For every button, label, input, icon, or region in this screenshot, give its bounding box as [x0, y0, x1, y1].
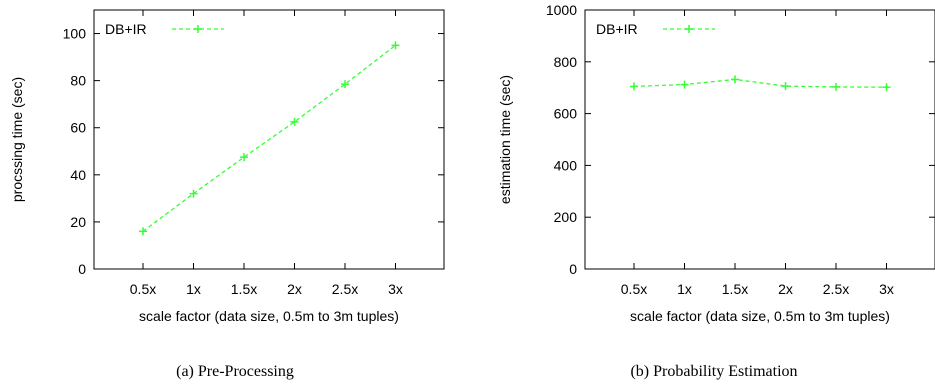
y-tick-label: 800 [554, 54, 578, 70]
data-point [189, 189, 198, 198]
y-axis-label: estimation time (sec) [497, 75, 513, 204]
x-tick-label: 2x [287, 281, 302, 297]
y-tick-label: 200 [554, 209, 578, 225]
chart-panel-2: 0 200 400 600 800 1000 0.5x 1x 1.5x 2x 2.5x 3x scale… [497, 2, 935, 380]
x-tick-label: 1x [186, 281, 201, 297]
x-tick-label: 3x [388, 281, 403, 297]
plot-frame [93, 9, 445, 270]
data-point [630, 82, 638, 91]
y-tick-label: 0 [569, 261, 577, 277]
x-tick-label: 1.5x [722, 281, 748, 297]
data-point [391, 41, 400, 50]
data-point [781, 82, 790, 91]
x-tick-label: 2.5x [332, 281, 358, 297]
series-line [633, 78, 887, 88]
chart-caption: (b) Probability Estimation [630, 363, 797, 380]
data-point [680, 80, 689, 89]
x-tick-label: 2x [778, 281, 793, 297]
y-tick-label: 60 [70, 120, 86, 136]
y-tick-label: 400 [554, 157, 578, 173]
y-axis-label: procssing time (sec) [9, 77, 25, 202]
data-point [832, 82, 840, 91]
x-tick-label: 1x [677, 281, 692, 297]
y-tick-label: 20 [70, 214, 86, 230]
x-axis-label: scale factor (data size, 0.5m to 3m tupl… [139, 308, 399, 324]
data-point [731, 75, 739, 84]
data-point [240, 153, 248, 162]
data-point [290, 117, 299, 126]
y-tick-label: 40 [70, 167, 86, 183]
x-tick-label: 1.5x [231, 281, 257, 297]
chart-panel-1: 0 20 40 60 80 100 0.5x 1x 1.5x 2x 2.5x 3x scale fact… [9, 9, 445, 380]
y-tick-label: 0 [78, 261, 86, 277]
plot-frame [584, 9, 935, 270]
data-point [139, 227, 147, 236]
data-point [882, 83, 891, 92]
series-line [142, 44, 396, 232]
x-tick-label: 0.5x [130, 281, 156, 297]
data-point [341, 80, 349, 89]
x-tick-label: 0.5x [621, 281, 647, 297]
chart-caption: (a) Pre-Processing [176, 363, 294, 380]
y-tick-label: 100 [63, 26, 87, 42]
legend-label: DB+IR [596, 21, 638, 37]
y-tick-label: 80 [70, 73, 86, 89]
x-tick-label: 3x [879, 281, 894, 297]
y-tick-label: 1000 [546, 2, 577, 18]
x-tick-label: 2.5x [823, 281, 849, 297]
y-tick-label: 600 [554, 106, 578, 122]
x-axis-label: scale factor (data size, 0.5m to 3m tupl… [630, 308, 890, 324]
legend-label: DB+IR [105, 21, 147, 37]
